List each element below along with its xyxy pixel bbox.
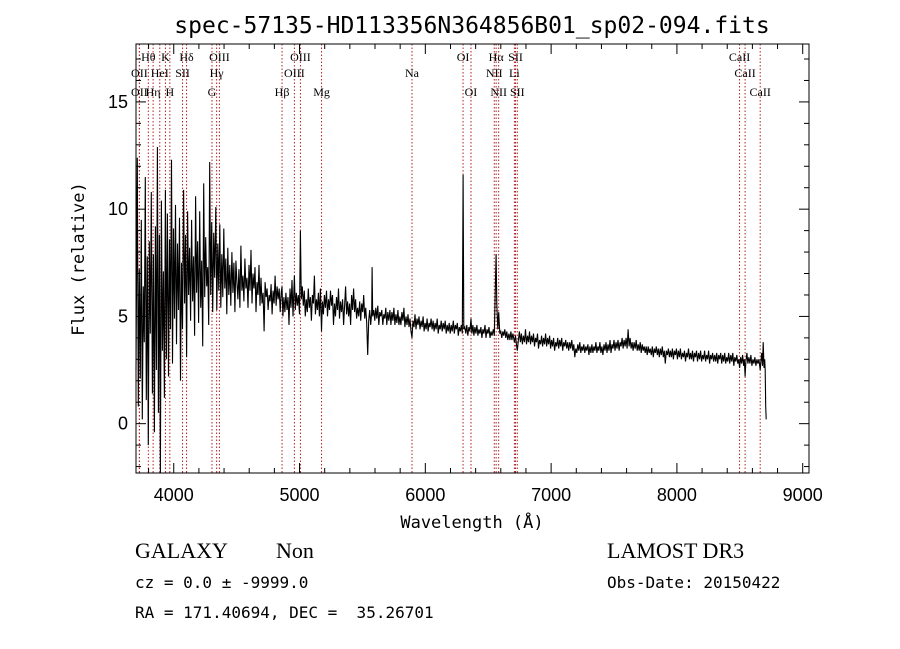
x-axis-ticks: 4000 5000 6000 7000 8000 9000 [148,44,823,505]
x-tick-label-5000: 5000 [280,485,320,505]
line-label-4: HeI [151,66,169,80]
line-label-23: Li [509,66,520,80]
y-tick-label-10: 10 [108,199,128,219]
object-type: GALAXY [135,538,228,563]
line-label-7: SII [175,66,190,80]
x-axis-label: Wavelength (Å) [400,511,543,533]
line-label-15: Mg [313,85,330,99]
line-label-18: OI [465,85,478,99]
x-tick-label-4000: 4000 [154,485,194,505]
line-label-16: Na [405,66,420,80]
line-label-6: H [166,85,175,99]
line-label-19: NII [486,66,503,80]
y-axis-label: Flux (relative) [69,182,89,336]
line-label-17: OI [457,50,470,64]
line-label-21: NII [490,85,507,99]
coordinates-readout: RA = 171.40694, DEC = 35.26701 [135,603,434,622]
survey-name: LAMOST DR3 [607,538,745,563]
line-label-24: SII [510,85,525,99]
x-tick-label-7000: 7000 [531,485,571,505]
redshift-readout: cz = 0.0 ± -9999.0 [135,573,309,592]
plot-frame [135,43,810,474]
line-label-25: CaII [729,50,750,64]
y-tick-label-0: 0 [118,414,128,434]
line-label-20: Hα [489,50,505,64]
line-label-8: Hδ [179,50,194,64]
line-label-27: CaII [750,85,771,99]
line-label-1: OII [131,85,148,99]
line-label-2: Hθ [141,50,156,64]
chart-title: spec-57135-HD113356N364856B01_sp02-094.f… [174,13,769,39]
line-label-13: OIII [284,66,305,80]
y-axis-ticks: 0 5 10 15 [108,58,809,468]
y-tick-label-15: 15 [108,92,128,112]
line-label-5: K [161,50,170,64]
object-subclass: Non [276,538,314,563]
line-label-12: Hβ [275,85,290,99]
y-tick-label-5: 5 [118,306,128,326]
x-tick-label-9000: 9000 [783,485,823,505]
x-tick-label-8000: 8000 [657,485,697,505]
line-label-3: Hη [146,85,161,99]
line-label-14: OIII [290,50,311,64]
x-tick-label-6000: 6000 [405,485,445,505]
line-label-22: SII [508,50,523,64]
line-label-9: OIII [209,50,230,64]
line-label-11: G [208,85,217,99]
line-label-10: Hγ [210,66,225,80]
spectrum-line [135,146,767,474]
line-label-0: OII [131,66,148,80]
line-label-26: CaII [734,66,755,80]
obs-date: Obs-Date: 20150422 [607,573,781,592]
